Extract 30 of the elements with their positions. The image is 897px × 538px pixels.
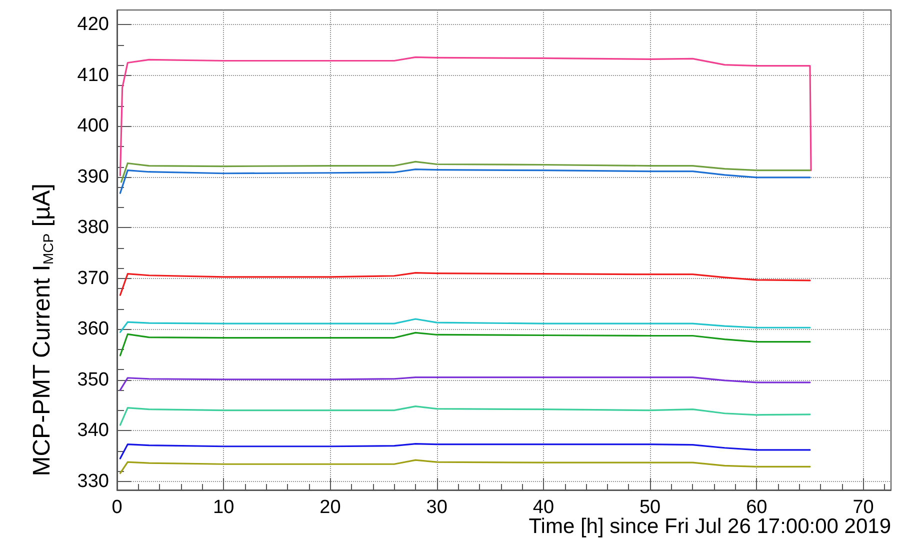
x-tick-label: 20 <box>320 497 341 518</box>
y-tick-label: 400 <box>77 116 109 137</box>
x-tick-label: 10 <box>213 497 234 518</box>
y-axis-title: MCP-PMT Current IMCP [µA] <box>28 184 56 476</box>
x-tick-label: 0 <box>112 497 122 518</box>
y-tick-label: 330 <box>77 470 109 492</box>
x-tick-label: 40 <box>532 497 554 518</box>
y-tick-label: 390 <box>77 166 109 188</box>
x-tick-label: 70 <box>852 497 874 518</box>
line-series <box>119 332 811 356</box>
y-tick-label: 340 <box>77 420 109 442</box>
y-tick-label: 370 <box>77 268 109 289</box>
x-tick-label: 30 <box>426 497 448 518</box>
line-series <box>119 56 812 176</box>
line-series <box>119 318 811 333</box>
x-axis-title: Time [h] since Fri Jul 26 17:00:00 2019 <box>528 515 891 538</box>
line-series <box>119 405 811 426</box>
x-tick-label: 50 <box>639 497 661 518</box>
y-tick-label: 360 <box>77 318 109 340</box>
line-series <box>119 168 811 194</box>
line-series <box>119 376 811 391</box>
line-series <box>120 160 811 183</box>
y-tick-label: 350 <box>77 369 109 390</box>
y-tick-label: 410 <box>77 64 109 86</box>
line-series <box>119 443 811 460</box>
y-tick-label: 380 <box>77 217 109 238</box>
line-series <box>119 272 811 296</box>
x-tick-label: 60 <box>746 497 768 518</box>
line-series <box>119 459 811 474</box>
y-tick-label: 420 <box>77 14 109 36</box>
